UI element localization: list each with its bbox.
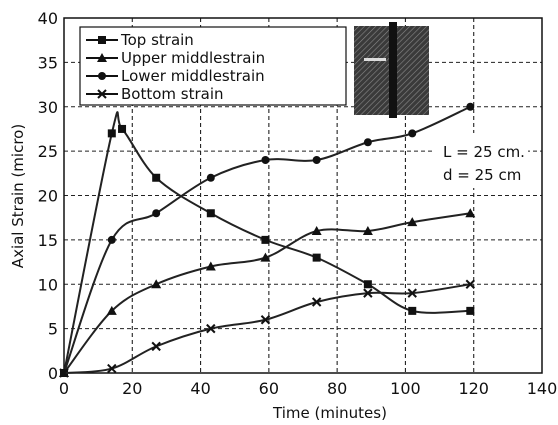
data-point [260, 315, 271, 325]
x-tick-label: 140 [527, 379, 558, 398]
data-point [206, 173, 215, 182]
legend-item-2: Lower middlestrain [86, 67, 265, 85]
legend-item-0: Top strain [86, 31, 194, 49]
data-point [311, 226, 322, 235]
data-point [151, 279, 162, 289]
x-tick-label: 120 [458, 379, 489, 398]
data-point [363, 280, 372, 289]
data-point [363, 288, 373, 298]
data-point [311, 297, 322, 307]
x-tick-label: 60 [259, 379, 279, 398]
data-point [466, 102, 475, 111]
y-tick-label: 30 [38, 98, 58, 117]
specimen-image [354, 22, 429, 118]
data-point [465, 208, 476, 218]
y-tick-label: 20 [38, 187, 58, 206]
legend-marker [97, 89, 107, 99]
data-point [408, 129, 417, 138]
data-point [151, 341, 161, 352]
data-point [408, 306, 417, 315]
x-tick-label: 80 [327, 379, 347, 398]
dimension-annotation: L = 25 cm. d = 25 cm [432, 133, 528, 188]
y-axis-label: Axial Strain (micro) [9, 124, 27, 268]
x-tick-label: 0 [59, 379, 69, 398]
legend-marker [98, 72, 106, 80]
data-point [407, 288, 417, 298]
plot-frame [63, 17, 543, 374]
annotation-line-2: d = 25 cm [443, 166, 521, 184]
data-point [107, 129, 116, 138]
y-tick-label: 15 [38, 231, 58, 250]
axis-ticks: 0 20 40 60 80 100 120 140 0 5 10 15 20 25 30 35 40 [38, 9, 558, 398]
data-point [261, 156, 270, 164]
data-point [206, 323, 216, 334]
data-point [152, 209, 161, 218]
legend-label: Upper middlestrain [121, 49, 265, 67]
data-point [206, 209, 215, 218]
data-point [363, 138, 372, 147]
series-2 [60, 102, 475, 377]
data-point [362, 226, 373, 235]
data-point [59, 368, 69, 378]
x-axis-label: Time (minutes) [272, 404, 387, 422]
series-layer [59, 102, 476, 378]
data-point [312, 156, 321, 164]
data-point [118, 124, 127, 133]
data-point [261, 235, 270, 244]
data-point [465, 279, 476, 289]
legend-marker [97, 53, 107, 62]
annotation-line-1: L = 25 cm. [443, 143, 525, 161]
y-tick-label: 40 [38, 9, 58, 28]
data-point [466, 306, 475, 315]
y-tick-label: 5 [48, 320, 58, 339]
y-tick-label: 25 [38, 142, 58, 161]
data-point [107, 363, 117, 374]
data-point [152, 173, 161, 182]
legend-label: Lower middlestrain [121, 67, 265, 85]
data-point [407, 217, 418, 227]
x-tick-label: 40 [190, 379, 210, 398]
legend-marker [98, 36, 106, 44]
data-point [205, 261, 216, 271]
legend-item-3: Bottom strain [86, 85, 224, 103]
legend-item-1: Upper middlestrain [86, 49, 265, 67]
legend-box [79, 26, 347, 106]
x-tick-label: 20 [122, 379, 142, 398]
y-tick-label: 35 [38, 53, 58, 72]
series-1 [59, 208, 476, 377]
series-0 [60, 111, 475, 377]
series-3 [59, 279, 476, 378]
data-point [106, 305, 117, 315]
legend-label: Bottom strain [121, 85, 224, 103]
y-tick-label: 10 [38, 275, 58, 294]
x-tick-label: 100 [390, 379, 421, 398]
legend-label: Top strain [120, 31, 194, 49]
data-point [260, 252, 271, 262]
y-tick-label: 0 [48, 364, 58, 383]
data-point [107, 235, 116, 244]
data-point [312, 253, 321, 262]
